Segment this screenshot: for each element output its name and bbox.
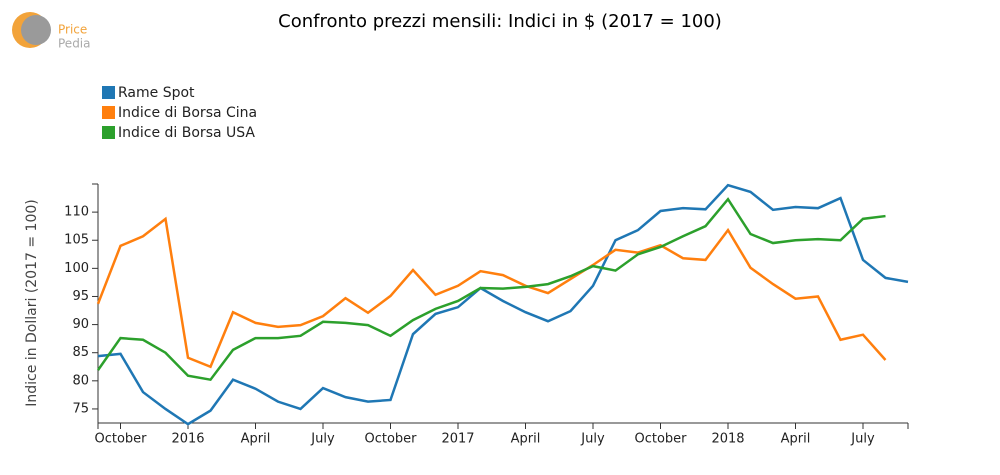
y-tick-label: 105 [64,233,89,248]
logo: Price Pedia [12,12,91,51]
y-tick-label: 95 [72,289,89,304]
x-tick-label: October [94,432,147,447]
legend-swatch [102,106,115,119]
x-tick-label: 2017 [441,432,474,447]
x-tick-label: 2016 [171,432,204,447]
x-tick-label: April [241,432,271,447]
x-tick-label: 2018 [711,432,744,447]
x-tick-label: July [580,432,605,447]
legend-swatch [102,86,115,99]
legend-label: Rame Spot [118,85,195,101]
y-axis-label: Indice in Dollari (2017 = 100) [24,199,40,406]
x-tick-label: April [511,432,541,447]
chart-title: Confronto prezzi mensili: Indici in $ (2… [278,11,722,32]
logo-bottom: Pedia [58,37,91,51]
y-tick-label: 75 [72,401,89,416]
legend-swatch [102,126,115,139]
legend-label: Indice di Borsa USA [118,125,255,141]
x-tick-label: July [850,432,875,447]
x-tick-label: April [781,432,811,447]
y-tick-label: 110 [64,205,89,220]
x-tick-label: October [364,432,417,447]
series-line [96,216,887,369]
y-tick-label: 85 [72,345,89,360]
logo-top: Price [58,23,87,37]
x-tick-label: October [634,432,687,447]
logo-globe [21,15,51,45]
y-tick-label: 80 [72,373,89,388]
x-tick-label: July [310,432,335,447]
y-tick-label: 90 [72,317,89,332]
series-line [97,183,909,426]
y-tick-label: 100 [64,261,89,276]
series-line [96,197,886,382]
legend-label: Indice di Borsa Cina [118,105,257,121]
